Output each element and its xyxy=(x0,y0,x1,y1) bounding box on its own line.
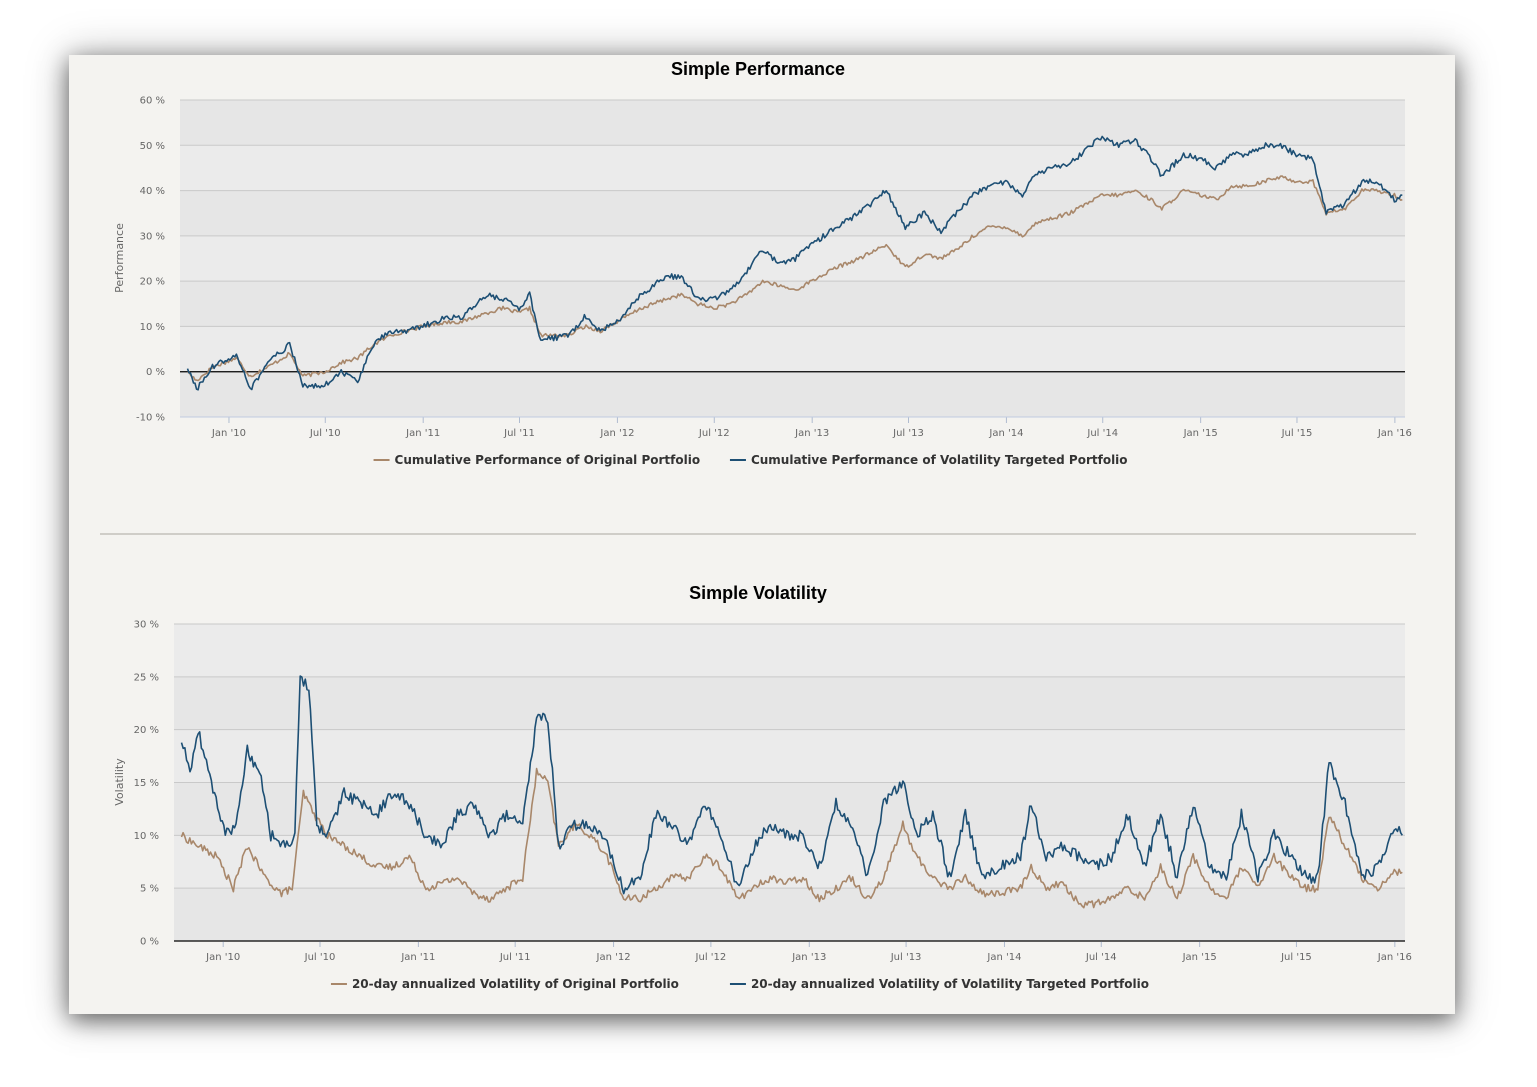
volatility-x-tick-label: Jan '12 xyxy=(596,952,631,963)
performance-x-tick-label: Jan '13 xyxy=(794,428,829,439)
volatility-plot-band xyxy=(174,782,1405,836)
performance-chart-title: Simple Performance xyxy=(671,59,845,79)
volatility-x-tick-label: Jan '14 xyxy=(986,952,1021,963)
performance-y-tick-label: 10 % xyxy=(140,322,165,333)
volatility-y-tick-label: 0 % xyxy=(140,937,159,948)
volatility-y-tick-label: 25 % xyxy=(134,672,159,683)
volatility-plot-band xyxy=(174,624,1405,677)
volatility-plot-band xyxy=(174,835,1405,889)
performance-x-tick-label: Jan '16 xyxy=(1377,428,1412,439)
performance-legend-label: Cumulative Performance of Original Portf… xyxy=(395,453,701,467)
performance-series-line-original xyxy=(187,175,1403,382)
performance-y-tick-label: 0 % xyxy=(146,367,165,378)
performance-y-tick-label: -10 % xyxy=(136,413,165,424)
performance-x-tick-label: Jan '12 xyxy=(599,428,634,439)
volatility-plot-band xyxy=(174,676,1405,730)
volatility-x-tick-label: Jan '15 xyxy=(1182,952,1217,963)
volatility-plot-band xyxy=(174,729,1405,783)
performance-y-tick-label: 30 % xyxy=(140,231,165,242)
performance-x-tick-label: Jan '15 xyxy=(1183,428,1218,439)
performance-x-tick-label: Jul '12 xyxy=(698,428,730,439)
performance-x-tick-label: Jul '15 xyxy=(1281,428,1313,439)
volatility-y-tick-label: 30 % xyxy=(134,620,159,631)
performance-x-tick-label: Jul '14 xyxy=(1086,428,1118,439)
performance-plot-band xyxy=(180,190,1405,236)
volatility-x-tick-label: Jan '10 xyxy=(205,952,240,963)
volatility-legend-label: 20-day annualized Volatility of Original… xyxy=(352,977,679,991)
volatility-x-tick-label: Jul '10 xyxy=(304,952,336,963)
volatility-y-axis-title: Volatility xyxy=(113,758,126,806)
performance-y-axis-title: Performance xyxy=(113,223,126,293)
volatility-series-line-original xyxy=(180,767,1403,909)
performance-y-tick-label: 60 % xyxy=(140,96,165,107)
performance-plot-band xyxy=(180,100,1405,146)
volatility-series-line-targeted xyxy=(180,675,1403,895)
performance-x-tick-label: Jul '13 xyxy=(892,428,924,439)
volatility-x-tick-label: Jan '11 xyxy=(400,952,435,963)
performance-x-tick-label: Jan '10 xyxy=(211,428,246,439)
performance-x-tick-label: Jul '11 xyxy=(503,428,535,439)
volatility-y-tick-label: 15 % xyxy=(134,778,159,789)
volatility-x-tick-label: Jul '13 xyxy=(890,952,922,963)
performance-x-tick-label: Jul '10 xyxy=(309,428,341,439)
volatility-plot-band xyxy=(174,888,1405,941)
performance-y-tick-label: 20 % xyxy=(140,277,165,288)
performance-x-tick-label: Jan '11 xyxy=(405,428,440,439)
volatility-chart: Simple Volatility Volatility 0 % 5 % 10 % 1… xyxy=(113,583,1412,991)
volatility-chart-title: Simple Volatility xyxy=(689,583,827,603)
volatility-y-tick-label: 20 % xyxy=(134,725,159,736)
volatility-legend-label: 20-day annualized Volatility of Volatili… xyxy=(751,977,1149,991)
volatility-x-tick-label: Jan '16 xyxy=(1377,952,1412,963)
volatility-x-tick-label: Jul '14 xyxy=(1085,952,1117,963)
section-divider xyxy=(100,533,1416,535)
chart-card: Simple Performance Performance -10 % 0 % 1… xyxy=(69,55,1455,1014)
performance-x-tick-label: Jan '14 xyxy=(988,428,1023,439)
volatility-y-tick-label: 10 % xyxy=(134,831,159,842)
performance-legend-item-original[interactable]: Cumulative Performance of Original Portf… xyxy=(373,453,701,467)
volatility-x-tick-label: Jul '12 xyxy=(695,952,727,963)
performance-legend-item-targeted[interactable]: Cumulative Performance of Volatility Tar… xyxy=(729,453,1128,467)
performance-plot-band xyxy=(180,371,1405,417)
performance-series-line-targeted xyxy=(186,135,1403,391)
performance-plot-band xyxy=(180,145,1405,191)
performance-y-tick-label: 50 % xyxy=(140,141,165,152)
volatility-legend-item-original[interactable]: 20-day annualized Volatility of Original… xyxy=(330,977,679,991)
volatility-legend-item-targeted[interactable]: 20-day annualized Volatility of Volatili… xyxy=(729,977,1149,991)
performance-legend-label: Cumulative Performance of Volatility Tar… xyxy=(751,453,1128,467)
volatility-x-tick-label: Jul '15 xyxy=(1280,952,1312,963)
performance-y-tick-label: 40 % xyxy=(140,186,165,197)
volatility-x-tick-label: Jan '13 xyxy=(791,952,826,963)
volatility-y-tick-label: 5 % xyxy=(140,884,159,895)
performance-chart: Simple Performance Performance -10 % 0 % 1… xyxy=(113,59,1412,467)
volatility-x-tick-label: Jul '11 xyxy=(499,952,531,963)
